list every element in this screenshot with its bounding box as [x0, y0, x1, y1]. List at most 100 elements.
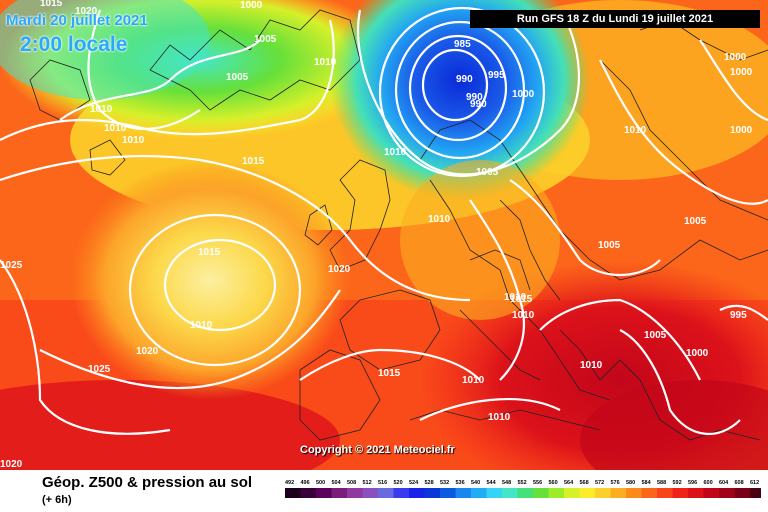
forecast-date: Mardi 20 juillet 2021 [6, 12, 148, 29]
scale-tick-label: 580 [626, 480, 635, 486]
isobar-label: 1010 [190, 320, 213, 331]
isobar-label: 1000 [240, 0, 263, 11]
isobar-label: 985 [454, 39, 471, 50]
scale-tick-label: 612 [750, 480, 759, 486]
scale-tick-label: 572 [595, 480, 604, 486]
isobar-label: 1020 [136, 346, 159, 357]
scale-tick-label: 596 [688, 480, 697, 486]
scale-tick-label: 496 [301, 480, 310, 486]
scale-tick-label: 568 [580, 480, 589, 486]
isobar-label: 1005 [644, 330, 667, 341]
scale-swatch [331, 488, 347, 498]
scale-swatch [734, 488, 750, 498]
isobar-label: 1010 [314, 57, 337, 68]
scale-swatch [750, 488, 761, 498]
isobar-label: 1010 [488, 412, 511, 423]
scale-swatch [440, 488, 456, 498]
isobar-label: 1000 [730, 67, 753, 78]
weather-map: 1015 1020 1000 1005 1005 1010 1010 1010 … [0, 0, 768, 470]
isobar-label: 1010 [624, 125, 647, 136]
scale-tick-label: 560 [549, 480, 558, 486]
scale-swatch [471, 488, 487, 498]
isobar-label: 1015 [510, 294, 533, 305]
scale-swatch [564, 488, 580, 498]
isobar-label: 995 [488, 70, 505, 81]
forecast-time: 2:00 locale [20, 33, 128, 56]
isobar-label: 1015 [40, 0, 63, 9]
isobar-label: 1010 [462, 375, 485, 386]
scale-tick-label: 600 [704, 480, 713, 486]
scale-swatch [362, 488, 378, 498]
isobars [0, 6, 768, 435]
isobar-label: 990 [466, 92, 483, 103]
isobar-label: 1010 [90, 104, 113, 115]
isobar-label: 1000 [724, 52, 747, 63]
scale-tick-label: 528 [425, 480, 434, 486]
isobar-label: 995 [730, 310, 747, 321]
isobar-label: 1000 [512, 89, 535, 100]
scale-tick-label: 532 [440, 480, 449, 486]
isobar-label: 1000 [686, 348, 709, 359]
legend-bar: Géop. Z500 & pression au sol (+ 6h) 492 4… [0, 470, 768, 512]
model-run-banner: Run GFS 18 Z du Lundi 19 juillet 2021 [470, 10, 760, 28]
scale-swatch [610, 488, 626, 498]
scale-swatch [424, 488, 440, 498]
scale-swatch [517, 488, 533, 498]
scale-tick-label: 564 [564, 480, 574, 486]
scale-swatch [719, 488, 735, 498]
isobar-label: 1025 [0, 260, 23, 271]
isobar-label: 1015 [198, 247, 221, 258]
scale-tick-label: 540 [471, 480, 480, 486]
scale-swatch [688, 488, 704, 498]
scale-swatch [378, 488, 394, 498]
scale-swatch [409, 488, 425, 498]
isobar-label: 1020 [75, 6, 98, 17]
scale-tick-label: 516 [378, 480, 387, 486]
copyright-text: Copyright © 2021 Meteociel.fr [300, 444, 455, 456]
scale-tick-label: 588 [657, 480, 666, 486]
scale-swatch [300, 488, 316, 498]
isobar-label: 1010 [428, 214, 451, 225]
scale-tick-label: 508 [347, 480, 356, 486]
scale-swatch [533, 488, 549, 498]
scale-tick-label: 504 [332, 480, 342, 486]
scale-tick-label: 592 [673, 480, 682, 486]
isobar-label: 1025 [88, 364, 111, 375]
scale-swatch [285, 488, 301, 498]
geopotential-field [0, 0, 768, 470]
scale-swatch [486, 488, 502, 498]
scale-tick-label: 556 [533, 480, 542, 486]
isobar-label: 1005 [684, 216, 707, 227]
scale-tick-label: 608 [735, 480, 744, 486]
lead-time: (+ 6h) [42, 494, 72, 506]
scale-tick-label: 524 [409, 480, 419, 486]
isobar-label: 1005 [226, 72, 249, 83]
scale-swatch [672, 488, 688, 498]
isobar-labels: 1015 1020 1000 1005 1005 1010 1010 1010 … [0, 0, 753, 470]
isobar-label: 1020 [0, 459, 23, 470]
scale-tick-label: 536 [456, 480, 465, 486]
isobar-label: 1005 [476, 167, 499, 178]
scale-swatch [347, 488, 363, 498]
scale-tick-label: 576 [611, 480, 620, 486]
isobar-label: 1000 [730, 125, 753, 136]
scale-swatch [393, 488, 409, 498]
scale-tick-label: 584 [642, 480, 652, 486]
scale-tick-label: 520 [394, 480, 403, 486]
scale-swatch [502, 488, 518, 498]
scale-swatch [579, 488, 595, 498]
scale-tick-label: 552 [518, 480, 527, 486]
isobar-label: 1010 [512, 310, 535, 321]
isobar-label: 1015 [378, 368, 401, 379]
scale-swatch [595, 488, 611, 498]
color-scale: 492 496 500 504 508 512 516 520 524 528 532 536 540 5… [285, 480, 761, 498]
isobar-label: 1010 [384, 147, 407, 158]
scale-swatch [455, 488, 471, 498]
isobar-label: 990 [456, 74, 473, 85]
scale-swatch [316, 488, 332, 498]
isobar-label: 1005 [598, 240, 621, 251]
scale-tick-label: 492 [285, 480, 294, 486]
scale-swatch [657, 488, 673, 498]
scale-swatch [641, 488, 657, 498]
scale-swatch [703, 488, 719, 498]
